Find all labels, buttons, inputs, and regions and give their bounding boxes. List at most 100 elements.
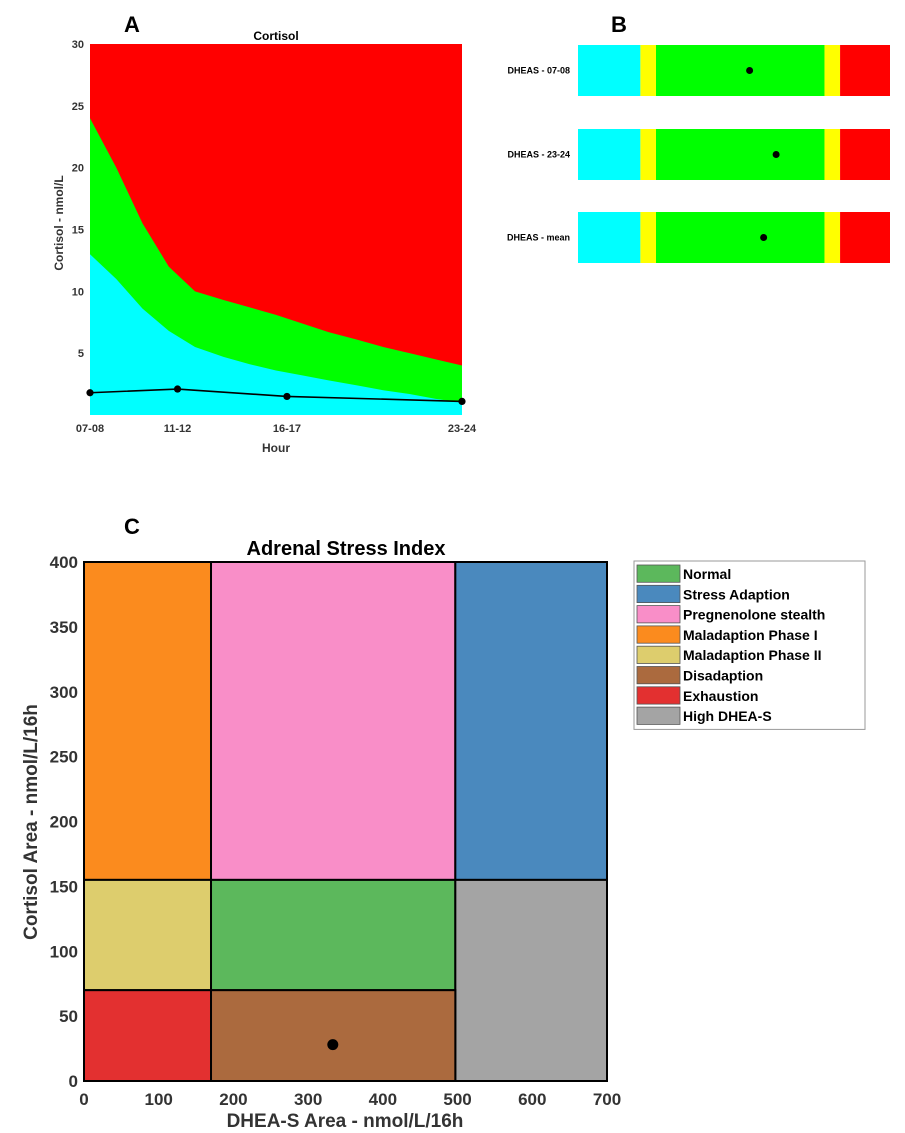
y-tick-label: 15 bbox=[72, 225, 84, 237]
series-point bbox=[86, 389, 94, 397]
range-segment bbox=[656, 129, 825, 180]
y-tick-label: 150 bbox=[50, 877, 78, 896]
range-segment bbox=[840, 45, 890, 96]
adrenal-stress-index-title: Adrenal Stress Index bbox=[247, 538, 446, 560]
panel-a: A Cortisol 5 10 15 20 25 30 07-08 11-12 16-17 23… bbox=[52, 12, 477, 455]
x-tick-label: 200 bbox=[219, 1090, 247, 1109]
y-tick-label: 400 bbox=[50, 553, 78, 572]
band-cyan bbox=[90, 254, 462, 415]
y-tick-label: 10 bbox=[72, 286, 84, 298]
legend-label: Stress Adaption bbox=[683, 586, 790, 602]
legend-swatch bbox=[636, 564, 681, 583]
range-segment bbox=[640, 45, 656, 96]
adrenal-x-ticks: 0 100 200 300 400 500 600 700 bbox=[79, 1090, 621, 1109]
dheas-marker bbox=[760, 234, 768, 241]
cortisol-reference-bands bbox=[90, 44, 462, 415]
x-tick-label: 100 bbox=[145, 1090, 173, 1109]
series-line bbox=[89, 388, 463, 403]
legend-swatch bbox=[636, 625, 681, 644]
region-pregnenolone-stealth bbox=[210, 561, 457, 881]
legend-label: Pregnenolone stealth bbox=[683, 607, 825, 623]
panel-c-letter: C bbox=[124, 514, 140, 539]
panel-b-letter: B bbox=[611, 12, 627, 37]
range-segment bbox=[840, 129, 890, 180]
range-segment bbox=[578, 129, 641, 180]
adrenal-stress-points bbox=[327, 1039, 339, 1051]
legend-label: Normal bbox=[683, 566, 731, 582]
y-tick-label: 0 bbox=[69, 1072, 78, 1091]
y-tick-label: 100 bbox=[50, 942, 78, 961]
x-tick-label: 23-24 bbox=[448, 423, 477, 435]
x-tick-label: 500 bbox=[443, 1090, 471, 1109]
region-exhaustion bbox=[83, 989, 213, 1082]
legend-swatch bbox=[636, 605, 681, 624]
range-segment bbox=[640, 129, 656, 180]
panel-c: C Adrenal Stress Index 0 50 100 150 200 250 30… bbox=[21, 514, 866, 1132]
adrenal-legend: Normal Stress Adaption Pregnenolone stealt… bbox=[633, 560, 866, 730]
legend-swatch bbox=[636, 706, 681, 725]
y-tick-label: 30 bbox=[72, 39, 84, 51]
dheas-marker bbox=[746, 67, 754, 74]
dheas-row-label: DHEAS - mean bbox=[507, 233, 570, 243]
range-segment bbox=[824, 45, 841, 96]
dheas-row-label: DHEAS - 07-08 bbox=[507, 66, 570, 76]
dheas-marker bbox=[772, 151, 780, 158]
range-segment bbox=[578, 212, 641, 263]
x-tick-label: 0 bbox=[79, 1090, 88, 1109]
legend-swatch bbox=[636, 666, 681, 685]
x-tick-label: 11-12 bbox=[164, 423, 192, 435]
x-tick-label: 600 bbox=[518, 1090, 546, 1109]
y-tick-label: 50 bbox=[59, 1007, 78, 1026]
y-tick-label: 20 bbox=[72, 163, 84, 175]
legend-label: High DHEA-S bbox=[683, 708, 772, 724]
adrenal-y-axis-label: Cortisol Area - nmol/L/16h bbox=[21, 704, 42, 940]
series-point bbox=[173, 385, 182, 393]
x-tick-label: 400 bbox=[369, 1090, 397, 1109]
range-segment bbox=[656, 212, 825, 263]
legend-label: Disadaption bbox=[683, 668, 763, 684]
range-segment bbox=[640, 212, 656, 263]
y-tick-label: 25 bbox=[72, 101, 84, 113]
region-normal bbox=[210, 878, 457, 992]
cortisol-x-ticks: 07-08 11-12 16-17 23-24 bbox=[76, 423, 477, 435]
region-stress-adaption bbox=[454, 561, 608, 881]
x-tick-label: 16-17 bbox=[273, 423, 301, 435]
y-tick-label: 200 bbox=[50, 813, 78, 832]
dheas-row-label: DHEAS - 23-24 bbox=[507, 150, 570, 160]
dheas-row-labels: DHEAS - 07-08 DHEAS - 23-24 DHEAS - mean bbox=[507, 66, 570, 243]
legend-label: Exhaustion bbox=[683, 688, 758, 704]
region-maladaption-phase-i bbox=[83, 561, 213, 881]
y-tick-label: 300 bbox=[50, 683, 78, 702]
series-point bbox=[283, 392, 291, 401]
cortisol-y-ticks: 5 10 15 20 25 30 bbox=[72, 39, 84, 360]
series-point bbox=[458, 397, 466, 405]
adrenal-y-ticks: 0 50 100 150 200 250 300 350 400 bbox=[50, 553, 78, 1091]
region-disadaption bbox=[210, 989, 457, 1082]
x-tick-label: 700 bbox=[593, 1090, 621, 1109]
legend-swatch bbox=[636, 645, 681, 664]
y-tick-label: 350 bbox=[50, 618, 78, 637]
legend-label: Maladaption Phase II bbox=[683, 647, 821, 663]
panel-b: B DHEAS - 07-08 DHEAS - 23-24 DHEAS - mean bbox=[507, 12, 890, 263]
range-segment bbox=[824, 129, 841, 180]
legend-label: Maladaption Phase I bbox=[683, 627, 818, 643]
region-high-dhea-s bbox=[454, 878, 608, 1083]
adrenal-stress-regions bbox=[83, 561, 608, 1083]
x-tick-label: 07-08 bbox=[76, 423, 104, 435]
range-segment bbox=[578, 45, 641, 96]
cortisol-y-axis-label: Cortisol - nmol/L bbox=[52, 175, 66, 270]
adrenal-x-axis-label: DHEA-S Area - nmol/L/16h bbox=[227, 1111, 464, 1132]
cortisol-chart-title: Cortisol bbox=[253, 29, 298, 43]
x-tick-label: 300 bbox=[294, 1090, 322, 1109]
data-point bbox=[327, 1039, 339, 1051]
legend-swatch bbox=[636, 584, 681, 603]
legend-swatch bbox=[636, 686, 681, 705]
panel-a-letter: A bbox=[124, 12, 140, 37]
cortisol-series bbox=[86, 385, 466, 405]
region-maladaption-phase-ii bbox=[83, 878, 213, 992]
dheas-range-bars bbox=[578, 45, 890, 263]
y-tick-label: 250 bbox=[50, 748, 78, 767]
cortisol-x-axis-label: Hour bbox=[262, 441, 290, 455]
y-tick-label: 5 bbox=[78, 348, 84, 360]
